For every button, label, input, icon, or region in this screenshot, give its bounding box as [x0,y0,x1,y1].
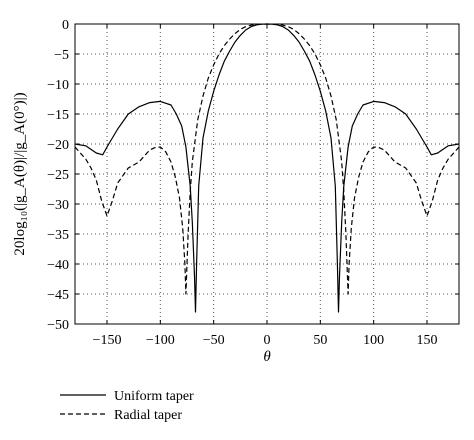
y-tick-label: −5 [54,48,69,63]
y-tick-labels: 0 −5 −10 −15 −20 −25 −30 −35 −40 −45 −50 [47,18,69,333]
x-tick-label: 0 [264,333,271,348]
y-tick-label: −45 [47,288,69,303]
legend-item: Uniform taper [60,389,194,404]
grid [75,24,459,324]
x-tick-label: −50 [203,333,225,348]
x-tick-label: 150 [417,333,438,348]
y-tick-label: −20 [47,138,69,153]
y-tick-label: −35 [47,228,69,243]
y-tick-label: −25 [47,168,69,183]
x-tick-label: −100 [146,333,175,348]
plot-frame [74,23,460,325]
y-tick-label: −15 [47,108,69,123]
legend-label: Radial taper [114,408,182,423]
y-tick-label: −10 [47,78,69,93]
x-axis-label: θ [263,349,271,365]
y-axis-label: 20log₁₀(|g_A(θ)|/|g_A(0°)|) [12,92,28,255]
y-tick-label: −50 [47,318,69,333]
legend: Uniform taper Radial taper [60,389,194,423]
y-tick-label: 0 [62,18,69,33]
y-tick-label: −30 [47,198,69,213]
y-tick-label: −40 [47,258,69,273]
x-tick-label: 100 [363,333,384,348]
x-tick-labels: −150 −100 −50 0 50 100 150 [93,333,438,348]
legend-label: Uniform taper [114,389,194,404]
x-tick-label: −150 [93,333,122,348]
legend-item: Radial taper [60,408,182,423]
x-tick-label: 50 [313,333,327,348]
